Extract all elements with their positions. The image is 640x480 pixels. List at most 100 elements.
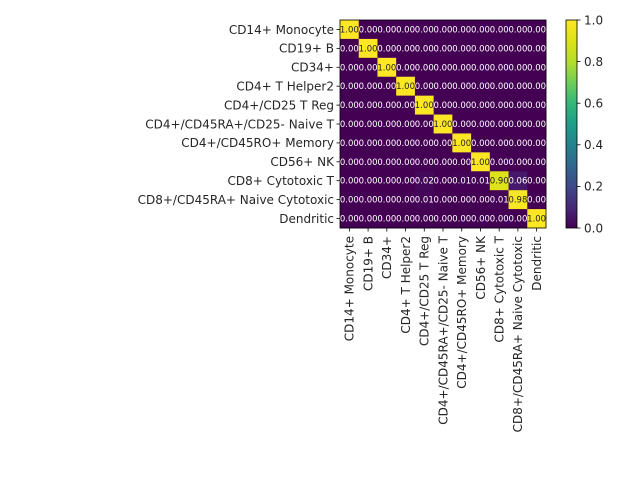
heatmap-cell	[414, 209, 435, 229]
heatmap-cell	[452, 171, 472, 191]
cell-value-label: 0.00	[415, 139, 434, 149]
cell-value-label: 0.00	[527, 196, 546, 206]
cell-value-label: 0.00	[340, 63, 359, 73]
colorbar-tick-label: 0.0	[584, 221, 603, 235]
heatmap-cell	[340, 190, 360, 210]
cell-value-label: 0.00	[377, 120, 396, 130]
cell-value-label: 0.00	[490, 120, 509, 130]
heatmap-cell	[358, 209, 378, 229]
cell-value-label: 1.00	[415, 101, 434, 111]
cell-value-label: 0.00	[396, 158, 415, 168]
y-tick-label: CD4+ T Helper2	[236, 79, 334, 93]
cell-value-label: 0.00	[527, 177, 546, 187]
cell-value-label: 0.00	[396, 177, 415, 187]
cell-value-label: 0.00	[359, 101, 378, 111]
heatmap-cell	[433, 190, 453, 210]
cell-value-label: 0.00	[527, 120, 546, 130]
x-tick-label: CD56+ NK	[474, 235, 488, 300]
heatmap-cell	[377, 133, 397, 153]
heatmap-cell	[396, 133, 416, 153]
heatmap-cell	[396, 171, 416, 191]
cell-value-label: 0.00	[377, 101, 396, 111]
heatmap-cell	[340, 95, 360, 115]
y-tick-label: Dendritic	[279, 212, 334, 226]
colorbar-tick-label: 0.4	[584, 138, 603, 152]
cell-value-label: 1.00	[452, 139, 471, 149]
cell-value-label: 0.00	[415, 25, 434, 35]
colorbar: 0.0 0.2 0.4 0.6 0.8 1.0	[565, 13, 603, 235]
cell-value-label: 0.00	[340, 44, 359, 54]
cell-value-label: 0.00	[340, 82, 359, 92]
heatmap-cell	[396, 57, 416, 78]
colorbar-tick-label: 0.2	[584, 180, 603, 194]
x-tick-label: CD4+ T Helper2	[399, 236, 413, 334]
heatmap-cell	[340, 114, 360, 134]
y-tick-label: CD14+ Monocyte	[229, 23, 334, 37]
cell-value-label: 0.00	[452, 44, 471, 54]
heatmap-cell	[527, 152, 547, 172]
heatmap-cell	[396, 190, 416, 210]
cell-value-label: 0.00	[527, 101, 546, 111]
heatmap-cell	[377, 76, 397, 97]
heatmap-cell	[452, 114, 472, 134]
heatmap-cell	[358, 190, 378, 210]
heatmap-cell	[489, 38, 509, 59]
heatmap-cell	[414, 190, 435, 210]
heatmap-cell	[471, 57, 491, 78]
cell-value-label: 0.00	[471, 101, 490, 111]
heatmap-cell	[340, 171, 360, 191]
heatmap-cell	[414, 152, 435, 172]
heatmap-cell	[508, 190, 528, 210]
cell-value-label: 0.00	[452, 120, 471, 130]
heatmap-cell	[414, 76, 435, 97]
heatmap-cell	[377, 20, 397, 40]
heatmap-cell	[433, 171, 453, 191]
heatmap-cell	[396, 95, 416, 115]
cell-value-label: 0.00	[377, 44, 396, 54]
x-axis: CD14+ Monocyte CD19+ B CD34+ CD4+ T Helper2…	[343, 228, 544, 432]
heatmap-cell	[396, 114, 416, 134]
heatmap-cell	[358, 95, 378, 115]
heatmap-cell	[527, 20, 547, 40]
cell-value-label: 0.00	[434, 158, 453, 168]
cell-value-label: 0.00	[527, 44, 546, 54]
cell-value-label: 0.00	[396, 101, 415, 111]
heatmap-cell	[471, 190, 491, 210]
heatmap-cell	[489, 171, 509, 191]
heatmap-cell	[527, 76, 547, 97]
cell-value-label: 0.00	[471, 25, 490, 35]
heatmap-cell	[433, 57, 453, 78]
heatmap-cell	[489, 57, 509, 78]
cell-value-label: 0.00	[508, 44, 527, 54]
heatmap-cell	[340, 38, 360, 59]
cell-value-label: 0.00	[434, 25, 453, 35]
heatmap-cell	[452, 57, 472, 78]
cell-value-label: 0.00	[340, 215, 359, 225]
heatmap-cell	[471, 171, 491, 191]
cell-value-label: 0.00	[359, 139, 378, 149]
cell-value-label: 0.00	[377, 215, 396, 225]
heatmap-cell	[452, 133, 472, 153]
heatmap-cell	[377, 171, 397, 191]
heatmap-cell	[508, 20, 528, 40]
x-tick-label: CD34+	[380, 236, 394, 279]
x-tick-label: CD14+ Monocyte	[343, 236, 357, 341]
cell-value-label: 1.00	[434, 120, 453, 130]
cell-value-label: 0.00	[434, 82, 453, 92]
cell-value-label: 0.00	[359, 196, 378, 206]
colorbar-tick-label: 1.0	[584, 13, 603, 27]
heatmap-cells	[340, 20, 547, 229]
heatmap-cell	[433, 209, 453, 229]
plot-frame	[339, 19, 547, 229]
cell-value-label: 0.00	[340, 139, 359, 149]
cell-value-label: 0.00	[527, 63, 546, 73]
cell-value-label: 0.00	[377, 196, 396, 206]
cell-value-label: 0.00	[359, 120, 378, 130]
heatmap-cell	[508, 38, 528, 59]
x-tick-label: CD4+/CD45RA+/CD25- Naive T	[436, 235, 450, 424]
cell-value-label: 1.00	[396, 82, 415, 92]
cell-value-label: 0.00	[434, 139, 453, 149]
heatmap-cell	[527, 38, 547, 59]
x-tick-label: CD19+ B	[361, 236, 375, 291]
heatmap-cell	[358, 133, 378, 153]
